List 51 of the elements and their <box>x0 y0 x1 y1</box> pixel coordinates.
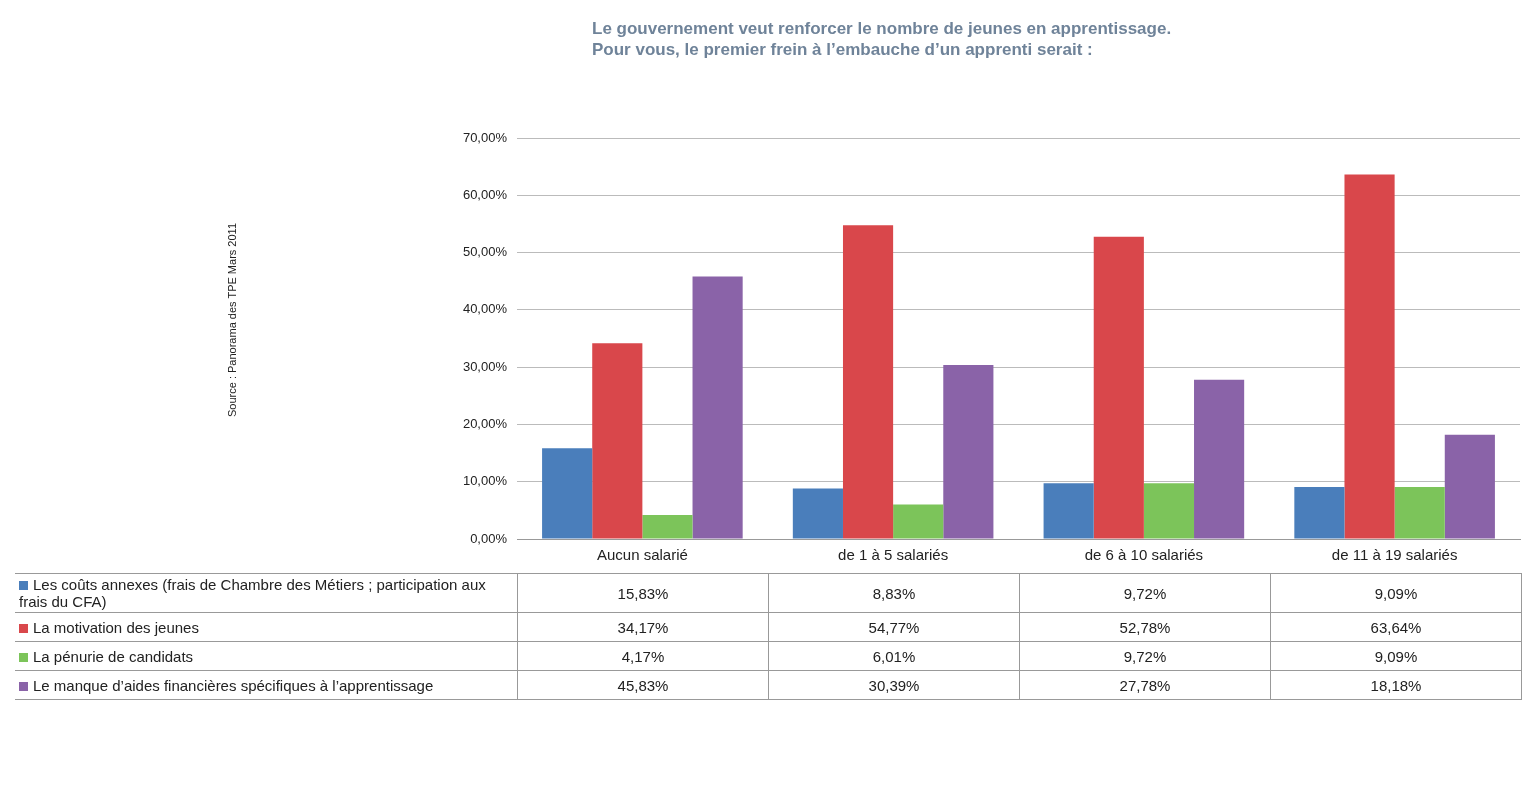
data-label: 34,17% <box>517 612 769 642</box>
x-tick-label: de 6 à 10 salariés <box>1084 546 1204 564</box>
data-label: 18,18% <box>1270 670 1522 700</box>
x-tick-label: de 11 à 19 salariés <box>1331 546 1458 564</box>
data-label: 27,78% <box>1019 670 1271 700</box>
y-tick-label: 20,00% <box>462 416 508 432</box>
bar <box>1394 486 1445 539</box>
legend-label: La motivation des jeunes <box>15 612 518 642</box>
data-label: 9,72% <box>1019 573 1271 613</box>
bar <box>1444 434 1495 539</box>
bar <box>592 343 643 539</box>
bar <box>842 225 894 539</box>
x-tick-label: de 1 à 5 salariés <box>838 546 949 564</box>
bar <box>943 364 994 539</box>
bar <box>893 504 944 539</box>
chart-title: Le gouvernement veut renforcer le nombre de jeunes en apprentissage. <box>592 18 1172 39</box>
bar <box>1194 379 1245 539</box>
y-tick-label: 0,00% <box>470 530 508 546</box>
data-label: 52,78% <box>1019 612 1271 642</box>
y-tick-label: 40,00% <box>462 301 508 317</box>
chart-subtitle: Pour vous, le premier frein à l’embauche d’un apprenti serait : <box>592 39 1094 60</box>
data-label: 9,09% <box>1270 641 1522 671</box>
y-tick-label: 30,00% <box>462 358 508 374</box>
data-label: 4,17% <box>517 641 769 671</box>
data-label: 15,83% <box>517 573 769 613</box>
bar <box>1043 483 1094 539</box>
data-label: 30,39% <box>768 670 1020 700</box>
data-label: 9,72% <box>1019 641 1271 671</box>
data-label: 8,83% <box>768 573 1020 613</box>
bar <box>1093 236 1144 539</box>
data-label: 45,83% <box>517 670 769 700</box>
source-note: Source : Panorama des TPE Mars 2011 <box>226 222 238 418</box>
legend-label: La pénurie de candidats <box>15 641 518 671</box>
bar <box>1344 174 1395 539</box>
y-tick-label: 50,00% <box>462 244 508 260</box>
y-tick-label: 70,00% <box>462 129 508 145</box>
legend-label: Les coûts annexes (frais de Chambre des Métiers ; participation aux frais du CFA) <box>15 573 518 613</box>
bar <box>792 488 843 539</box>
y-tick-label: 60,00% <box>462 186 508 202</box>
bar <box>542 448 593 539</box>
data-label: 63,64% <box>1270 612 1522 642</box>
data-label: 9,09% <box>1270 573 1522 613</box>
x-tick-label: Aucun salarié <box>596 546 688 564</box>
data-label: 6,01% <box>768 641 1020 671</box>
bar <box>642 515 693 539</box>
data-label: 54,77% <box>768 612 1020 642</box>
legend-label: Le manque d’aides financières spécifiques à l’apprentissage <box>15 670 518 700</box>
y-tick-label: 10,00% <box>462 473 508 489</box>
bar <box>692 276 743 539</box>
bar <box>1143 483 1195 539</box>
bar <box>1294 486 1345 539</box>
